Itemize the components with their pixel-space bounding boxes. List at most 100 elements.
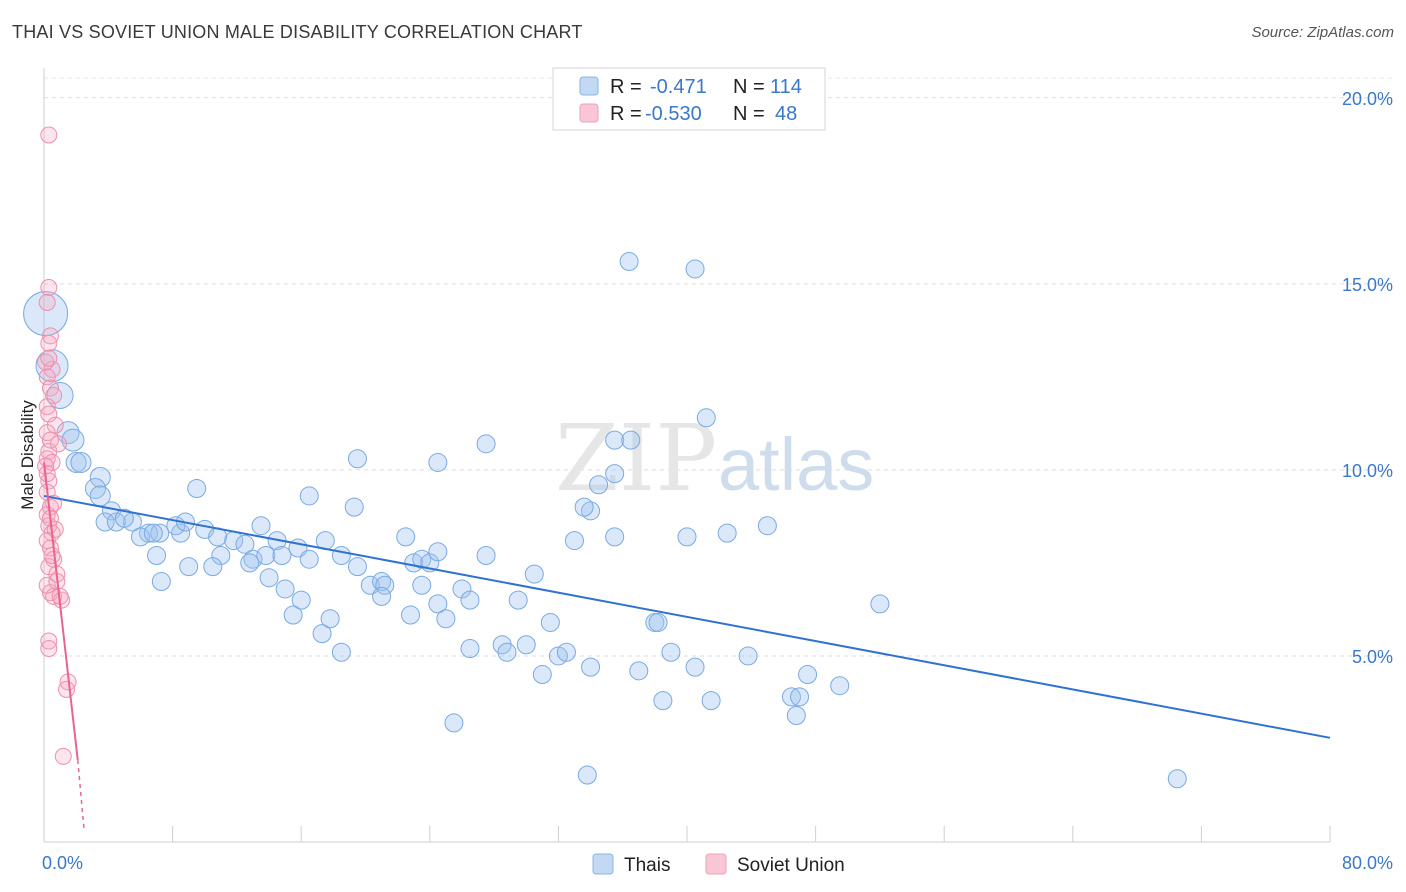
thais-point-77 [540,612,560,632]
soviet-point-41 [49,435,67,453]
bottom-legend-swatch-soviet [705,853,727,875]
thais-point-104 [798,665,818,685]
thais-point-49 [428,542,448,562]
thais-point-107 [757,516,777,536]
thais-trend-line [43,494,1331,739]
thais-point-78 [581,657,601,677]
thais-point-5 [65,451,87,473]
thais-point-16 [114,508,134,528]
soviet-point-6 [38,368,56,386]
legend-swatch-thais [579,76,599,96]
thais-point-41 [331,545,351,565]
thais-point-70 [497,642,517,662]
thais-point-72 [508,590,528,610]
soviet-point-42 [38,465,56,483]
thais-point-82 [605,464,625,484]
soviet-point-4 [40,334,58,352]
watermark-atlas: atlas [718,423,874,506]
thais-point-53 [372,586,392,606]
soviet-trend-extension [77,760,85,831]
thais-point-83 [589,475,609,495]
thais-point-81 [581,501,601,521]
thais-point-58 [452,579,472,599]
soviet-point-38 [38,576,56,594]
thais-point-89 [629,661,649,681]
thais-point-36 [256,545,276,565]
thais-point-39 [299,549,319,569]
thais-point-64 [320,609,340,629]
thais-point-98 [685,259,705,279]
soviet-point-32 [40,632,58,650]
thais-point-108 [870,594,890,614]
thais-point-43 [299,486,319,506]
thais-point-88 [444,713,464,733]
thais-point-35 [151,572,171,592]
thais-point-56 [428,594,448,614]
legend-r-value-1: -0.471 [650,76,707,98]
thais-point-85 [621,430,641,450]
thais-point-67 [476,545,496,565]
thais-point-32 [203,557,223,577]
thais-point-102 [781,687,801,707]
chart-source: Source: ZipAtlas.com [1251,24,1394,41]
thais-point-76 [556,642,576,662]
thais-point-33 [179,557,199,577]
thais-point-54 [401,605,421,625]
thais-point-106 [830,676,850,696]
thais-point-93 [653,691,673,711]
y-tick-label-0: 5.0% [1352,647,1393,667]
thais-point-4 [61,428,85,452]
bottom-legend-swatch-thais [592,853,614,875]
x-tick-label-0: 0.0% [42,853,83,873]
thais-point-103 [790,687,810,707]
thais-point-97 [717,523,737,543]
x-tick-labels: 0.0% 80.0% [42,853,1393,873]
soviet-point-0 [40,126,58,144]
y-tick-label-2: 15.0% [1342,275,1393,295]
legend-r-label-2: R = [610,103,642,125]
thais-point-87 [428,452,448,472]
thais-point-105 [786,705,806,725]
chart-title: THAI VS SOVIET UNION MALE DISABILITY COR… [12,22,583,42]
thais-point-7 [89,466,111,488]
thais-point-31 [211,545,231,565]
y-tick-label-1: 10.0% [1342,461,1393,481]
thais-point-29 [243,549,263,569]
legend-n-label-2: N = [733,103,765,125]
thais-point-6 [70,451,92,473]
soviet-point-2 [38,293,56,311]
y-tick-label-3: 20.0% [1342,89,1393,109]
thais-point-34 [147,545,167,565]
bottom-legend-soviet: Soviet Union [737,855,845,876]
thais-point-22 [187,478,207,498]
bottom-legend-thais: Thais [624,855,670,876]
thais-point-111 [347,449,367,469]
watermark-zip: ZIP [555,405,717,512]
thais-point-62 [283,605,303,625]
soviet-point-46 [40,349,58,367]
thais-point-45 [396,527,416,547]
thais-point-86 [476,434,496,454]
thais-point-110 [1167,769,1187,789]
thais-point-99 [619,252,639,271]
thais-point-14 [95,512,115,532]
thais-point-57 [436,609,456,629]
series-thais-points [23,252,1187,789]
soviet-trend-line [43,462,79,761]
thais-point-71 [516,635,536,655]
legend-n-label-1: N = [733,76,765,98]
legend-r-label-1: R = [610,76,642,98]
thais-point-17 [130,527,150,547]
thais-point-101 [738,646,758,666]
thais-point-75 [532,665,552,685]
legend-n-value-2: 48 [775,103,797,125]
thais-point-112 [574,497,594,517]
y-tick-labels: 5.0% 10.0% 15.0% 20.0% [1342,89,1393,667]
thais-point-61 [291,590,311,610]
soviet-point-35 [58,680,76,698]
axes [43,68,1331,843]
thais-point-30 [240,553,260,573]
legend-n-value-1: 114 [770,76,802,98]
thais-point-28 [235,534,255,554]
